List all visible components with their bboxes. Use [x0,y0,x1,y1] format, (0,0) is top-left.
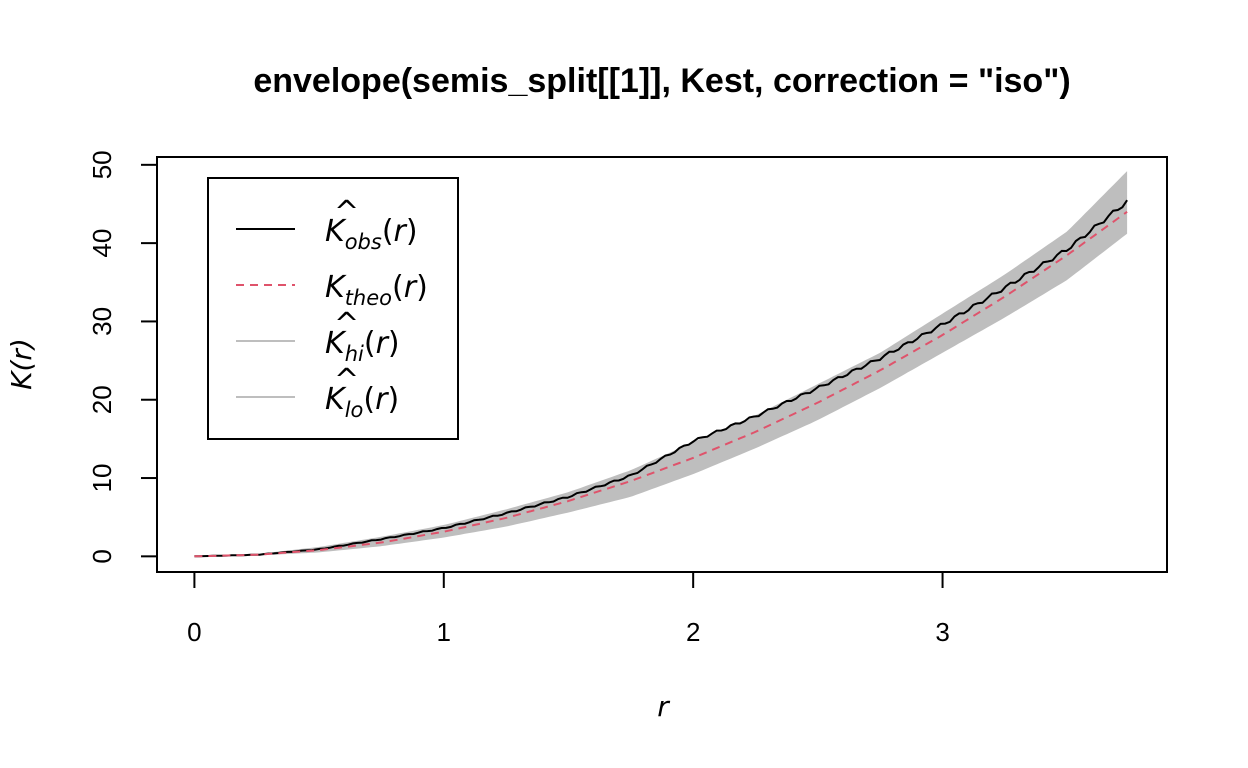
envelope-layer [194,171,1128,557]
legend-label-theo: Ktheo(r) [325,270,428,310]
series-layer [194,199,1128,558]
legend: Kobs(r)^Ktheo(r)Khi(r)^Klo(r)^ [207,177,459,440]
y-tick-label: 50 [87,150,117,179]
legend-label-hi: Khi(r) [325,326,400,366]
x-tick-label: 3 [935,617,949,647]
legend-box [207,177,459,440]
y-tick-label: 10 [87,464,117,493]
x-tick-label: 1 [437,617,451,647]
y-tick-label: 20 [87,385,117,414]
y-tick-label: 30 [87,307,117,336]
y-tick-label: 40 [87,229,117,258]
x-tick-label: 2 [686,617,700,647]
legend-label-obs: Kobs(r) [325,214,418,254]
y-axis: 0 10 20 30 40 50 [87,150,158,564]
x-tick-label: 0 [187,617,201,647]
legend-hat: ^ [334,195,359,230]
series-line-theo [194,210,1128,558]
series-line-obs [194,199,1128,558]
y-tick-label: 0 [87,549,117,563]
legend-hat: ^ [334,363,359,398]
x-axis-label: r [657,690,670,723]
envelope-band [194,171,1128,557]
y-axis-label: K(r) [5,338,38,390]
x-axis: 0 1 2 3 [187,571,950,647]
chart-title: envelope(semis_split[[1]], Kest, correct… [253,62,1070,100]
legend-label-lo: Klo(r) [325,382,399,422]
legend-hat: ^ [334,307,359,342]
